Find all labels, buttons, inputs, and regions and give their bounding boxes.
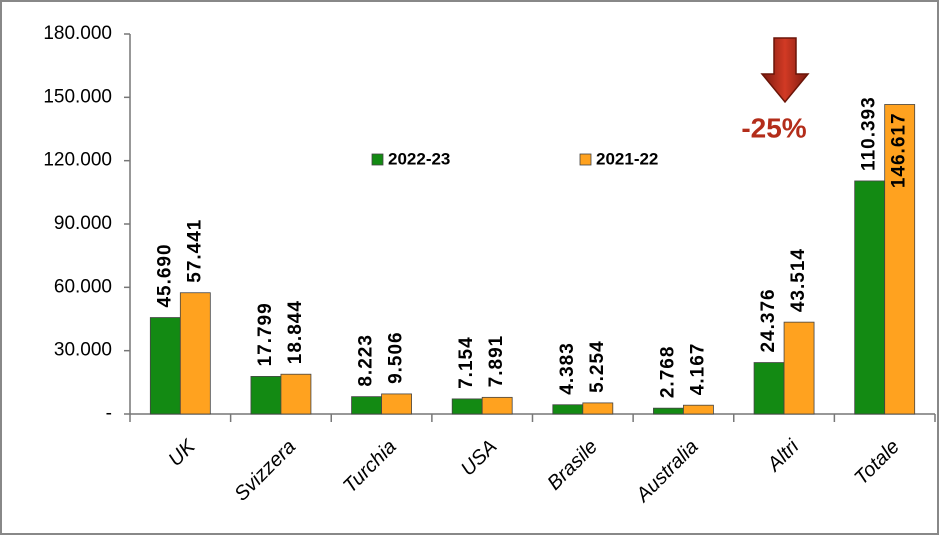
- legend-swatch: [371, 153, 384, 166]
- data-label: 24.376: [758, 288, 779, 352]
- data-label: 18.844: [285, 300, 306, 364]
- y-tick-label: 90.000: [54, 213, 112, 234]
- bar: [250, 376, 282, 415]
- y-tick-label: 180.000: [43, 23, 112, 44]
- y-tick-label: 60.000: [54, 276, 112, 297]
- bar: [683, 404, 714, 415]
- data-label: 8.223: [356, 334, 377, 387]
- data-label: 57.441: [184, 219, 205, 283]
- y-tick-label: -: [106, 403, 112, 424]
- y-tick-label: 150.000: [43, 86, 112, 107]
- bar: [149, 317, 181, 415]
- data-label: 43.514: [788, 248, 809, 312]
- bar: [351, 396, 382, 415]
- data-label: 17.799: [255, 302, 276, 366]
- legend-label: 2022-23: [388, 149, 450, 168]
- bar: [179, 292, 211, 415]
- bar: [451, 398, 483, 415]
- bar: [381, 393, 412, 415]
- bar: [783, 321, 815, 415]
- bar: [481, 396, 513, 415]
- bar: [753, 362, 785, 415]
- data-label: 4.383: [557, 342, 578, 395]
- bar: [854, 180, 886, 415]
- data-label: 110.393: [859, 96, 880, 171]
- y-tick-label: 120.000: [43, 150, 112, 171]
- bar: [280, 373, 312, 415]
- data-label: 2.768: [657, 346, 678, 399]
- bar: [552, 404, 584, 415]
- down-arrow: [760, 37, 810, 104]
- data-label: 7.154: [456, 336, 477, 389]
- data-label: 146.617: [889, 112, 910, 188]
- data-label: 45.690: [154, 243, 175, 307]
- bar: [582, 402, 614, 415]
- data-label: 7.891: [486, 335, 507, 388]
- bar: [884, 104, 916, 415]
- y-tick-label: 30.000: [54, 340, 112, 361]
- bar: [653, 407, 684, 415]
- legend-label: 2021-22: [596, 149, 658, 168]
- data-label: 5.254: [587, 340, 608, 393]
- legend-swatch: [579, 153, 592, 166]
- data-label: 9.506: [386, 331, 407, 384]
- data-label: 4.167: [687, 343, 708, 396]
- annotation: -25%: [741, 112, 806, 143]
